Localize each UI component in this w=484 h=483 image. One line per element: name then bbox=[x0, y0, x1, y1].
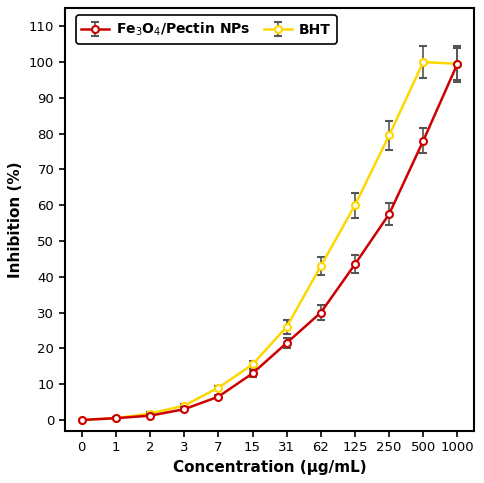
X-axis label: Concentration (µg/mL): Concentration (µg/mL) bbox=[173, 460, 366, 475]
Legend: Fe$_3$O$_4$/Pectin NPs, BHT: Fe$_3$O$_4$/Pectin NPs, BHT bbox=[76, 15, 336, 44]
Y-axis label: Inhibition (%): Inhibition (%) bbox=[8, 161, 23, 278]
